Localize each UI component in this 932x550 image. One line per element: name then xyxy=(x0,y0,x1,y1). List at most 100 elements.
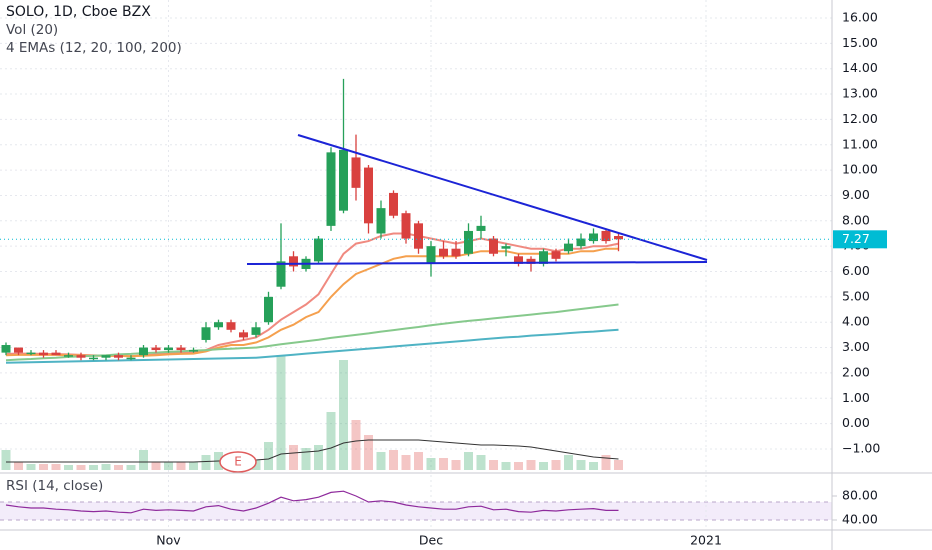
candle-body xyxy=(451,248,461,257)
volume-layer xyxy=(1,355,623,470)
candle-body xyxy=(526,258,536,264)
ema-line xyxy=(5,328,619,364)
earnings-marker[interactable] xyxy=(219,451,257,473)
volume-bar xyxy=(564,455,573,470)
volume-bar xyxy=(326,412,336,470)
rsi-title: RSI (14, close) xyxy=(6,478,103,494)
volume-bar xyxy=(151,462,161,470)
candle-body xyxy=(376,208,386,234)
candle-body xyxy=(201,327,211,340)
volume-bar xyxy=(289,445,298,470)
candle-body xyxy=(576,238,586,247)
candle-body xyxy=(1,345,11,353)
volume-bar xyxy=(514,462,523,470)
candle-body xyxy=(151,347,161,351)
y-tick-label: 9.00 xyxy=(842,187,870,202)
y-tick-label: 2.00 xyxy=(842,364,870,379)
volume-bar xyxy=(26,464,36,470)
candle-body xyxy=(351,157,361,188)
y-tick-label: −1.00 xyxy=(842,440,880,455)
y-tick-label: 11.00 xyxy=(842,136,878,151)
volume-bar xyxy=(339,360,348,470)
volume-bar xyxy=(526,460,536,470)
candle-body xyxy=(114,355,123,358)
volume-bar xyxy=(476,455,486,470)
candle-body xyxy=(326,152,336,226)
volume-bar xyxy=(114,465,123,470)
candle-body xyxy=(401,213,411,239)
volume-bar xyxy=(189,462,198,470)
candle-body xyxy=(89,357,98,360)
y-tick-label: 3.00 xyxy=(842,339,870,354)
candle-body xyxy=(514,256,523,264)
candle-body xyxy=(164,347,173,351)
volume-bar xyxy=(176,462,186,470)
y-tick-label: 6.00 xyxy=(842,263,870,278)
last-price-box xyxy=(833,230,887,249)
volume-bar xyxy=(51,464,61,470)
ema-line xyxy=(5,303,619,362)
rsi-tick-label: 40.00 xyxy=(842,511,878,526)
volume-bar xyxy=(301,448,311,470)
candle-body xyxy=(501,246,511,249)
volume-bar xyxy=(539,462,548,470)
candle-body xyxy=(364,167,373,224)
candle-body xyxy=(26,352,36,355)
candle-body xyxy=(251,327,261,335)
volume-bar xyxy=(1,450,11,470)
last-price-label: 7.27 xyxy=(842,231,870,246)
y-tick-label: 5.00 xyxy=(842,288,870,303)
grid xyxy=(0,0,832,530)
ema-line xyxy=(5,232,619,358)
volume-bar xyxy=(551,460,561,470)
candle-body xyxy=(539,251,548,264)
earnings-label[interactable]: E xyxy=(234,455,242,469)
volume-bar xyxy=(451,460,461,470)
volume-bar xyxy=(139,450,148,470)
candle-body xyxy=(476,225,486,231)
y-tick-label: 14.00 xyxy=(842,60,878,75)
candle-body xyxy=(601,230,611,242)
y-tick-label: 13.00 xyxy=(842,86,878,101)
candle-body xyxy=(589,233,598,242)
volume-bar xyxy=(201,455,211,470)
candle-body xyxy=(176,347,186,351)
volume-bar xyxy=(14,462,23,470)
volume-bar xyxy=(76,465,86,470)
candle-body xyxy=(51,352,61,356)
volume-bar xyxy=(439,458,448,470)
candle-body xyxy=(439,248,448,257)
candle-layer xyxy=(1,78,623,361)
volume-bar xyxy=(126,465,136,470)
volume-bar xyxy=(464,452,473,470)
volume-bar xyxy=(264,442,273,470)
candle-body xyxy=(489,238,498,254)
volume-bar xyxy=(39,464,48,470)
y-tick-label: 15.00 xyxy=(842,35,878,50)
axis-layer: 16.00 15.00 14.00 13.00 12.00 11.00 10.00 9.00 8… xyxy=(0,9,887,548)
volume-bar xyxy=(589,462,598,470)
candle-body xyxy=(64,355,73,357)
candle-body xyxy=(76,355,86,358)
volume-bar xyxy=(501,462,511,470)
y-tick-label: 1.00 xyxy=(842,390,870,405)
candle-body xyxy=(426,246,436,264)
candle-body xyxy=(464,230,473,254)
volume-bar xyxy=(614,460,623,470)
x-tick-label: Dec xyxy=(419,533,443,548)
y-tick-label: 0.00 xyxy=(842,415,870,430)
candle-body xyxy=(389,192,398,216)
candle-body xyxy=(414,223,423,249)
candle-body xyxy=(139,347,148,356)
volume-bar xyxy=(489,460,498,470)
candle-body xyxy=(614,236,623,240)
volume-bar xyxy=(276,355,286,470)
volume-bar xyxy=(376,452,386,470)
volume-title: Vol (20) xyxy=(6,22,58,38)
volume-bar xyxy=(89,465,98,470)
volume-bar xyxy=(364,435,373,470)
y-tick-label: 12.00 xyxy=(842,111,878,126)
candle-body xyxy=(289,256,298,267)
candle-body xyxy=(226,322,236,330)
